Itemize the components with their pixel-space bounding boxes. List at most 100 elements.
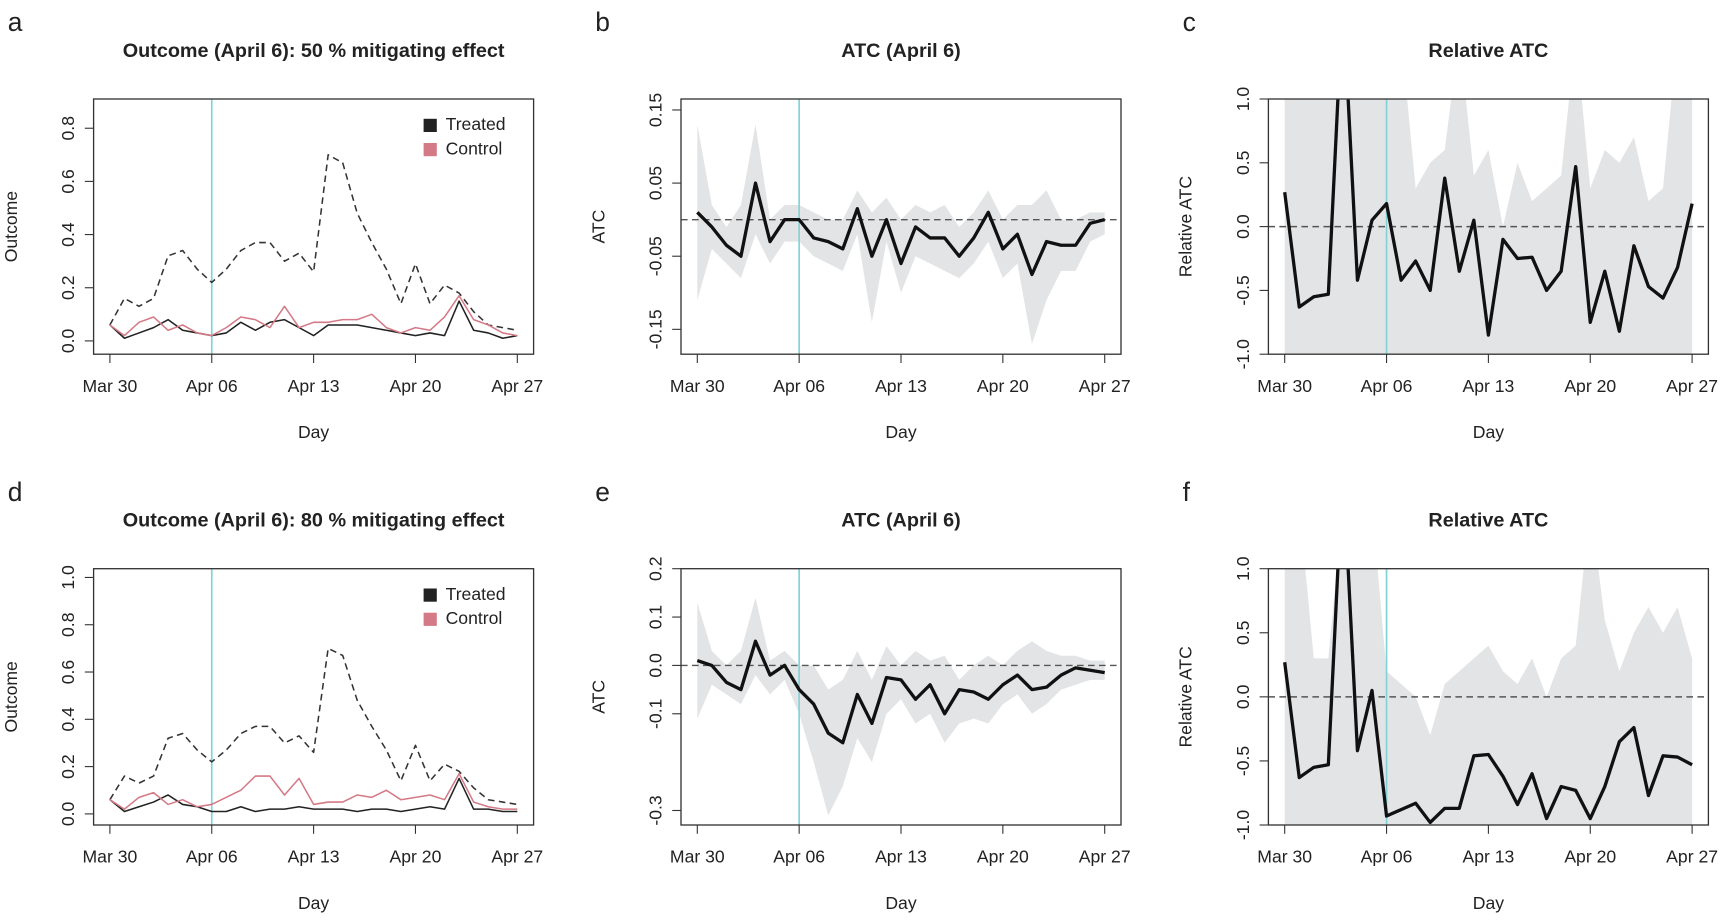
x-tick-label: Apr 20	[1564, 847, 1616, 867]
y-tick-label: 0.4	[58, 222, 78, 247]
x-axis-label: Day	[1473, 422, 1504, 442]
y-tick-label: 0.5	[1233, 150, 1253, 175]
x-tick-label: Apr 20	[390, 847, 442, 867]
confidence-band	[1284, 568, 1693, 826]
panel-title: Relative ATC	[1428, 40, 1548, 62]
panel-title: Relative ATC	[1428, 510, 1548, 532]
x-axis-label: Day	[1473, 893, 1504, 913]
x-tick-label: Apr 06	[773, 847, 825, 867]
series-line	[109, 647, 518, 806]
panel-letter: b	[595, 7, 610, 37]
y-tick-label: 0.6	[58, 169, 78, 194]
y-tick-label: 0.2	[58, 754, 78, 778]
x-axis-label: Day	[298, 893, 329, 913]
legend-swatch	[423, 118, 437, 132]
y-tick-label: 1.0	[58, 565, 78, 590]
panel-title: ATC (April 6)	[841, 510, 961, 532]
y-axis-label: ATC	[588, 680, 608, 714]
x-axis-label: Day	[298, 422, 329, 442]
x-tick-label: Apr 13	[875, 847, 927, 867]
y-tick-label: 0.05	[645, 166, 665, 200]
x-tick-label: Mar 30	[83, 376, 138, 396]
y-tick-label: 0.0	[645, 653, 665, 678]
y-tick-label: 0.2	[58, 276, 78, 300]
series-line	[696, 181, 1106, 277]
y-axis-label: Relative ATC	[1176, 176, 1196, 278]
legend-label: Control	[446, 138, 503, 158]
legend-swatch	[423, 612, 437, 626]
y-tick-label: 0.8	[58, 116, 78, 141]
y-axis-label: ATC	[588, 209, 608, 243]
x-tick-label: Apr 13	[288, 376, 340, 396]
series-line	[1283, 99, 1694, 337]
x-tick-label: Apr 06	[1361, 376, 1413, 396]
panel-letter: c	[1183, 7, 1196, 37]
y-tick-label: -0.5	[1233, 746, 1253, 777]
y-tick-label: 1.0	[1233, 87, 1253, 112]
x-tick-label: Apr 20	[390, 376, 442, 396]
x-tick-label: Apr 27	[1666, 847, 1718, 867]
x-tick-label: Mar 30	[1257, 376, 1312, 396]
legend-label: Treated	[446, 584, 506, 604]
x-tick-label: Mar 30	[1257, 847, 1312, 867]
x-tick-label: Apr 27	[1079, 847, 1131, 867]
y-tick-label: 0.8	[58, 612, 78, 637]
panel-title: Outcome (April 6): 50 % mitigating effec…	[123, 40, 505, 62]
x-tick-label: Apr 20	[977, 847, 1029, 867]
series-line	[1283, 568, 1693, 825]
y-tick-label: -0.15	[645, 309, 665, 349]
series-line	[109, 777, 518, 813]
x-tick-label: Apr 27	[1079, 376, 1131, 396]
y-tick-label: 0.0	[58, 328, 78, 353]
x-tick-label: Apr 13	[875, 376, 927, 396]
x-tick-label: Apr 20	[1564, 376, 1616, 396]
y-tick-label: -1.0	[1233, 810, 1253, 841]
x-tick-label: Apr 13	[288, 847, 340, 867]
x-tick-label: Mar 30	[670, 376, 725, 396]
y-tick-label: 0.0	[1233, 214, 1253, 239]
x-tick-label: Apr 06	[186, 376, 238, 396]
y-tick-label: 0.1	[645, 605, 665, 629]
y-tick-label: 0.6	[58, 660, 78, 685]
y-tick-label: 0.0	[1233, 684, 1253, 709]
legend-swatch	[423, 588, 437, 602]
panel-letter: e	[595, 477, 610, 507]
legend-label: Treated	[446, 114, 506, 134]
series-line	[109, 772, 518, 810]
series-line	[696, 639, 1105, 745]
y-axis-label: Relative ATC	[1176, 646, 1196, 748]
y-tick-label: 1.0	[1233, 556, 1253, 581]
legend-label: Control	[446, 608, 503, 628]
series-line	[109, 294, 518, 337]
x-tick-label: Apr 13	[1462, 376, 1514, 396]
x-tick-label: Apr 27	[491, 376, 543, 396]
y-tick-label: 0.5	[1233, 620, 1253, 645]
x-tick-label: Apr 27	[491, 847, 543, 867]
x-tick-label: Mar 30	[83, 847, 138, 867]
panel-title: ATC (April 6)	[841, 40, 961, 62]
confidence-band	[697, 124, 1105, 344]
y-tick-label: 0.15	[645, 93, 665, 127]
y-tick-label: 0.2	[645, 556, 665, 580]
x-tick-label: Apr 20	[977, 376, 1029, 396]
y-axis-label: Outcome	[1, 191, 21, 262]
y-tick-label: -0.1	[645, 699, 665, 729]
legend-swatch	[423, 143, 437, 157]
y-tick-label: 0.4	[58, 707, 78, 732]
x-tick-label: Apr 13	[1462, 847, 1514, 867]
confidence-band	[697, 597, 1105, 816]
x-tick-label: Apr 06	[773, 376, 825, 396]
series-line	[109, 154, 518, 332]
y-tick-label: -0.5	[1233, 275, 1253, 306]
panel-letter: a	[8, 7, 23, 37]
y-tick-label: -0.05	[645, 236, 665, 276]
panel-letter: d	[8, 477, 23, 507]
x-axis-label: Day	[885, 422, 916, 442]
y-axis-label: Outcome	[1, 661, 21, 732]
x-tick-label: Apr 27	[1666, 376, 1718, 396]
x-tick-label: Apr 06	[186, 847, 238, 867]
series-line	[109, 300, 518, 340]
x-tick-label: Mar 30	[670, 847, 725, 867]
x-axis-label: Day	[885, 893, 916, 913]
